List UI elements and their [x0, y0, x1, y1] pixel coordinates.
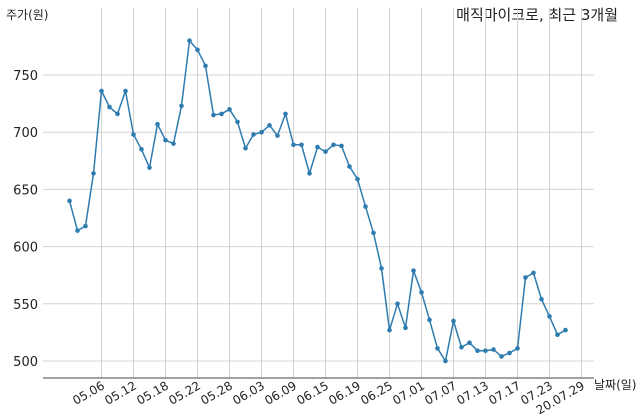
price-point	[171, 141, 176, 146]
price-point	[363, 204, 368, 209]
price-point	[483, 348, 488, 354]
y-tick-label: 700	[13, 126, 38, 141]
price-point	[555, 332, 560, 337]
price-point	[339, 143, 344, 149]
x-tick-label: 07.13	[454, 378, 491, 407]
price-point	[435, 346, 440, 351]
price-point	[115, 111, 120, 117]
price-point	[107, 104, 112, 110]
price-point	[331, 142, 336, 148]
y-tick-label: 650	[13, 183, 38, 198]
x-tick-label: 07.01	[390, 378, 427, 407]
x-tick-label: 05.28	[198, 378, 235, 407]
price-point	[427, 317, 432, 323]
price-point	[235, 119, 240, 125]
price-point	[75, 228, 80, 233]
price-point	[139, 147, 144, 152]
x-tick-label: 06.25	[358, 378, 395, 407]
price-line	[68, 38, 566, 363]
price-point	[507, 350, 512, 356]
price-point	[99, 88, 104, 94]
price-point	[243, 145, 248, 151]
price-point	[547, 314, 552, 319]
price-point	[283, 111, 288, 117]
price-point	[395, 301, 400, 307]
price-point	[419, 290, 424, 295]
price-point	[227, 107, 232, 112]
price-point	[299, 142, 304, 148]
price-point	[403, 325, 408, 331]
price-point	[91, 171, 96, 176]
price-point	[163, 137, 168, 143]
x-tick-label: 06.19	[326, 378, 363, 407]
price-point	[531, 270, 536, 276]
price-point	[459, 344, 464, 350]
price-point	[387, 327, 392, 333]
y-tick-label: 550	[13, 298, 38, 313]
price-point	[211, 112, 216, 118]
price-point	[451, 318, 456, 324]
price-point	[563, 327, 568, 333]
price-point	[147, 165, 152, 170]
chart-title: 매직마이크로, 최근 3개월	[456, 6, 618, 24]
price-point	[83, 223, 88, 229]
price-point	[379, 266, 384, 271]
x-tick-label: 05.22	[166, 378, 203, 407]
x-tick-label: 05.12	[102, 378, 139, 407]
price-point	[259, 129, 264, 135]
x-axis-label: 날짜(일)	[594, 378, 637, 392]
x-tick-label: 06.03	[230, 378, 267, 407]
price-point	[467, 340, 472, 345]
x-tick-label: 06.09	[262, 378, 299, 407]
price-point	[123, 88, 128, 94]
price-point	[267, 123, 272, 128]
price-point	[307, 171, 312, 176]
price-point	[131, 132, 136, 137]
price-point	[155, 121, 160, 127]
price-point	[187, 38, 192, 43]
price-point	[315, 144, 320, 150]
price-point	[179, 103, 184, 109]
price-point	[219, 111, 224, 117]
price-point	[323, 149, 328, 154]
price-point	[291, 142, 296, 148]
price-point	[371, 230, 376, 236]
y-tick-label: 750	[13, 69, 38, 84]
x-tick-label: 05.18	[134, 378, 171, 407]
price-point	[499, 354, 504, 359]
price-point	[411, 268, 416, 273]
price-point	[491, 347, 496, 352]
price-point	[443, 358, 448, 364]
price-point	[347, 164, 352, 169]
x-tick-label: 06.15	[294, 378, 331, 407]
price-point	[203, 63, 208, 69]
price-point	[275, 133, 280, 138]
price-point	[251, 132, 256, 137]
price-point	[355, 176, 360, 182]
price-point	[539, 296, 544, 302]
y-tick-label: 600	[13, 241, 38, 256]
y-axis-label: 주가(원)	[6, 8, 49, 22]
price-point	[515, 346, 520, 351]
price-point	[475, 348, 480, 354]
x-tick-label: 05.06	[70, 378, 107, 407]
x-tick-label: 07.17	[486, 378, 523, 407]
x-tick-label: 07.07	[422, 378, 459, 407]
price-point	[523, 275, 528, 280]
price-point	[67, 198, 72, 204]
price-point	[195, 47, 200, 53]
y-tick-label: 500	[13, 355, 38, 370]
